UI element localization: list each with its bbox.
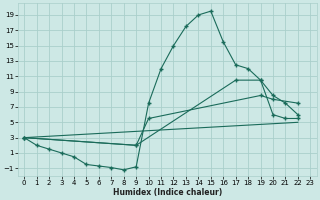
X-axis label: Humidex (Indice chaleur): Humidex (Indice chaleur) <box>113 188 222 197</box>
